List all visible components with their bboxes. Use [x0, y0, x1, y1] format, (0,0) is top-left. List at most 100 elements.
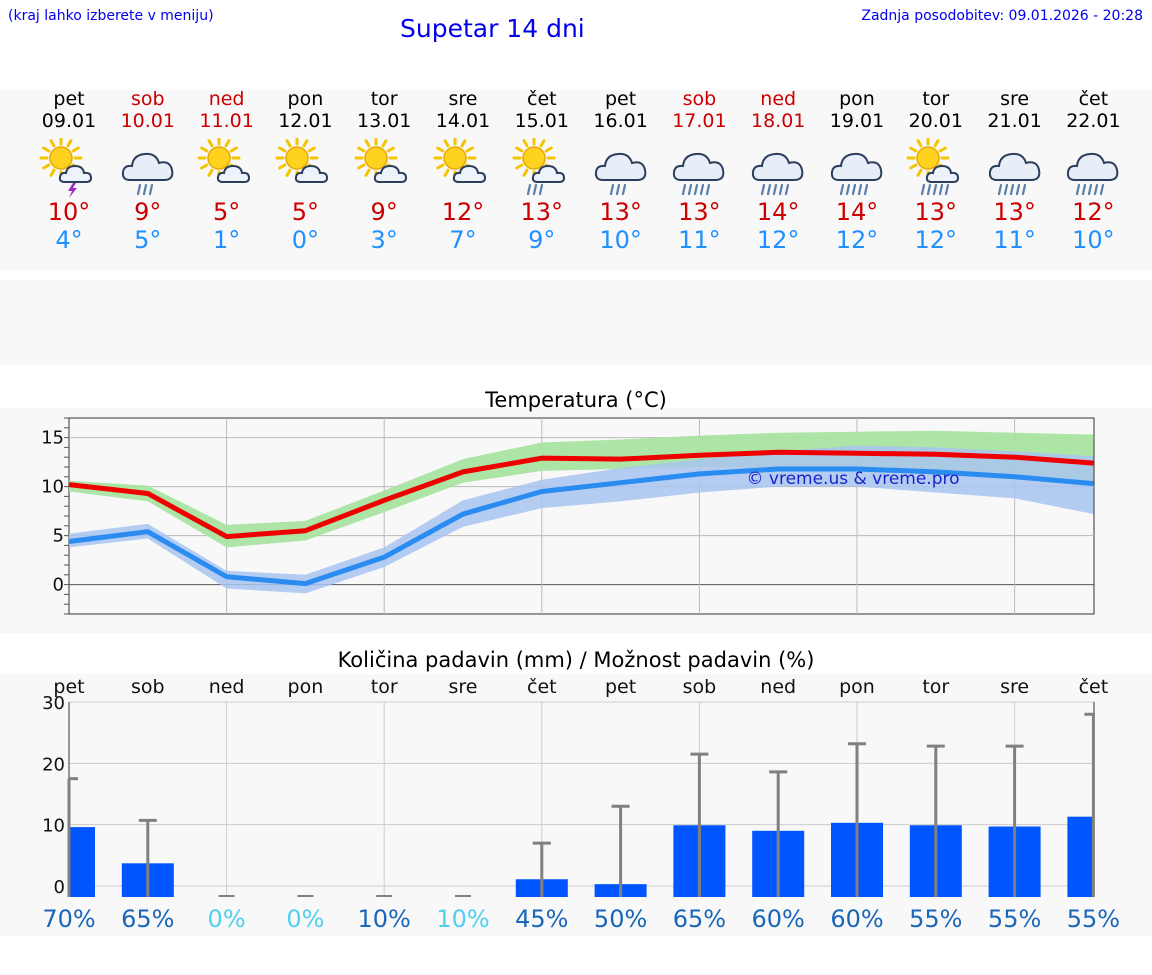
- temp-min: 9°: [528, 226, 556, 254]
- temp-min: 3°: [370, 226, 398, 254]
- day-date: 17.01: [672, 110, 727, 132]
- day-name: pon: [287, 88, 324, 110]
- day-label: tor: [371, 676, 398, 698]
- day-date: 13.01: [356, 110, 412, 132]
- day-date: 18.01: [750, 110, 806, 132]
- day-column: čet 15.01 13° 9°: [502, 88, 582, 254]
- precip-probability: 0%: [208, 905, 246, 933]
- day-date: 16.01: [593, 110, 648, 132]
- precip-probability: 65%: [121, 905, 174, 933]
- y-tick-label: 0: [54, 877, 65, 898]
- day-label: ned: [760, 676, 796, 698]
- temp-max: 13°: [914, 198, 958, 226]
- y-tick-label: 15: [41, 428, 64, 449]
- sun-cloud-icon: [265, 138, 345, 198]
- day-date: 09.01: [41, 110, 97, 132]
- day-label: pet: [53, 676, 84, 698]
- day-column: tor 13.01 9° 3°: [344, 88, 424, 254]
- precip-probability: 55%: [1067, 905, 1120, 933]
- day-name: pon: [839, 88, 875, 110]
- temp-min: 0°: [291, 226, 320, 254]
- day-label: pon: [288, 676, 324, 698]
- y-tick-label: 20: [42, 754, 65, 775]
- y-tick-label: 10: [42, 816, 65, 837]
- day-label: pon: [839, 676, 875, 698]
- day-label: pet: [605, 676, 636, 698]
- temp-min: 11°: [678, 226, 721, 254]
- precip-probability: 55%: [909, 905, 962, 933]
- day-column: pet 16.01 13° 10°: [581, 88, 661, 254]
- day-column: pet 09.01 10° 4°: [29, 88, 109, 254]
- temp-min: 12°: [756, 226, 800, 254]
- precip-probability: 50%: [594, 905, 647, 933]
- precip-probability: 45%: [515, 905, 568, 933]
- precip-probability: 10%: [436, 905, 489, 933]
- temp-min: 12°: [835, 226, 879, 254]
- day-date: 10.01: [120, 110, 175, 132]
- precip-probability: 55%: [988, 905, 1041, 933]
- cloud-heavy-rain-icon: [1053, 138, 1133, 198]
- precip-probability: 60%: [752, 905, 805, 933]
- precip-chart-title: Količina padavin (mm) / Možnost padavin …: [337, 648, 815, 672]
- day-column: pon 19.01 14° 12°: [817, 88, 897, 254]
- temp-max: 9°: [134, 198, 162, 226]
- precip-probability: 70%: [42, 905, 95, 933]
- y-tick-label: 10: [41, 477, 64, 498]
- precip-probability: 10%: [358, 905, 411, 933]
- sun-cloud-icon: [344, 138, 424, 198]
- precip-probability: 0%: [286, 905, 324, 933]
- temperature-chart: 0 5 10 15 © vreme.us & vreme.pro: [41, 417, 1095, 615]
- precip-bar: [1067, 816, 1094, 897]
- day-name: čet: [527, 88, 557, 110]
- precip-probability: 60%: [830, 905, 883, 933]
- day-label: ned: [209, 676, 245, 698]
- cloud-rain-icon: [108, 138, 188, 198]
- precip-probability: 65%: [673, 905, 726, 933]
- day-name: pet: [604, 88, 637, 110]
- day-label: čet: [1079, 676, 1109, 698]
- day-label: tor: [922, 676, 949, 698]
- day-name: sre: [448, 88, 478, 110]
- sun-cloud-thunder-icon: [29, 138, 109, 198]
- spacer-band: [0, 280, 1152, 365]
- temp-min: 5°: [134, 226, 162, 254]
- temp-max: 13°: [993, 198, 1036, 226]
- min-temp-line: [68, 466, 1094, 587]
- temp-max: 13°: [678, 198, 721, 226]
- temp-max: 14°: [835, 198, 879, 226]
- day-column: čet 22.01 12° 10°: [1053, 88, 1133, 254]
- day-label: sob: [683, 676, 717, 698]
- day-label: čet: [527, 676, 557, 698]
- day-name: tor: [370, 88, 398, 110]
- temp-max: 12°: [441, 198, 485, 226]
- cloud-heavy-rain-icon: [975, 138, 1055, 198]
- page-title: Supetar 14 dni: [400, 14, 585, 43]
- cloud-heavy-rain-icon: [817, 138, 897, 198]
- temp-min: 1°: [212, 226, 241, 254]
- temp-max: 5°: [291, 198, 320, 226]
- last-updated: Zadnja posodobitev: 09.01.2026 - 20:28: [861, 8, 1143, 24]
- temp-min: 7°: [449, 226, 477, 254]
- day-label: sre: [1000, 676, 1029, 698]
- day-name: pet: [53, 88, 85, 110]
- day-date: 22.01: [1066, 110, 1121, 132]
- cloud-heavy-rain-icon: [659, 138, 739, 198]
- day-date: 11.01: [199, 110, 254, 132]
- location-menu-hint[interactable]: (kraj lahko izberete v meniju): [8, 8, 214, 24]
- temp-min: 10°: [599, 226, 642, 254]
- day-column: pon 12.01 5° 0°: [265, 88, 345, 254]
- y-tick-label: 30: [42, 693, 65, 714]
- day-column: tor 20.01 13° 12°: [896, 88, 976, 254]
- temp-max: 5°: [212, 198, 241, 226]
- cloud-rain-icon: [581, 138, 661, 198]
- day-date: 19.01: [829, 110, 885, 132]
- day-column: sre 21.01 13° 11°: [975, 88, 1055, 254]
- temp-min: 11°: [993, 226, 1036, 254]
- day-name: sob: [682, 88, 717, 110]
- day-name: tor: [922, 88, 950, 110]
- sun-cloud-icon: [187, 138, 267, 198]
- precip-bar: [69, 827, 95, 897]
- day-date: 15.01: [514, 110, 569, 132]
- cloud-heavy-rain-icon: [738, 138, 818, 198]
